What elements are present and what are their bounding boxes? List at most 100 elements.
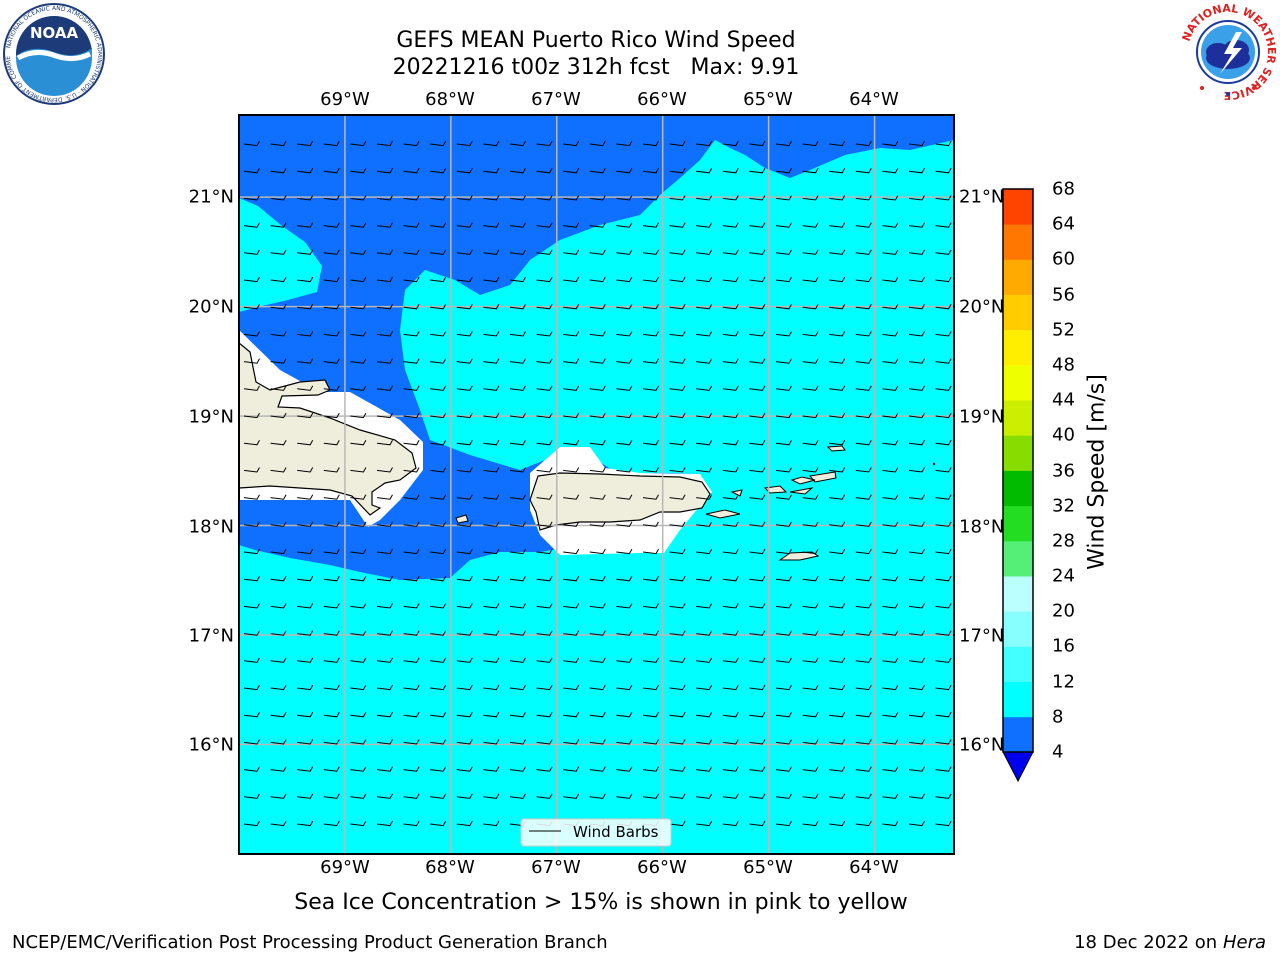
colorbar-tick-label: 4 [1052,741,1064,763]
colorbar [1002,188,1034,783]
latitude-label-left: 17°N [188,625,234,647]
wind-barb [669,793,686,799]
wind-barb [696,521,713,527]
wind-barb [749,820,766,827]
wind-barb [323,548,340,555]
wind-barb [855,140,872,147]
wind-barb [775,576,792,582]
wind-barb [696,494,713,500]
wind-barb [642,385,659,391]
wind-barb [642,766,659,772]
wind-barb [722,168,739,174]
wind-barb [323,440,340,446]
wind-barb [589,412,606,419]
wind-barb [270,331,287,337]
wind-barb [749,358,766,364]
wind-barb [297,576,314,582]
wind-barb [509,385,526,391]
wind-barb [509,766,526,772]
wind-barb [509,684,526,691]
wind-barb [829,739,846,745]
wind-barb [430,494,447,500]
wind-barb [802,576,819,582]
wind-barb [350,304,367,310]
wind-barb [350,657,367,663]
colorbar-tick-label: 24 [1052,565,1075,587]
wind-barb [297,331,314,337]
wind-barb [536,195,553,201]
wind-barb [722,684,739,691]
wind-barb [722,412,739,419]
wind-barb [509,657,526,663]
wind-barb [376,276,393,283]
wind-barb [616,576,633,582]
colorbar-tick-label: 20 [1052,600,1075,622]
wind-barb [722,304,739,310]
wind-barb [669,195,686,201]
wind-barb [669,766,686,772]
wind-barb [696,412,713,419]
wind-barb [935,440,952,446]
wind-barb [749,331,766,337]
wind-barb [908,766,925,772]
colorbar-band [1003,505,1033,542]
wind-barb [430,249,447,255]
wind-barb [403,168,420,174]
wind-barb [430,385,447,391]
wind-barb [802,168,819,174]
wind-barb [696,168,713,174]
wind-barb [642,576,659,582]
wind-barb [855,276,872,283]
wind-barb [403,331,420,337]
wind-barb [669,276,686,283]
wind-barb [775,712,792,718]
wind-barb [882,140,899,147]
wind-barb [802,820,819,827]
wind-barb [376,304,393,310]
wind-barb [536,222,553,228]
wind-barb [430,793,447,799]
wind-barb [855,820,872,827]
wind-barb [749,467,766,473]
wind-barb [270,358,287,364]
wind-barb [297,358,314,364]
wind-barb [536,385,553,391]
wind-barb [882,276,899,283]
wind-barb [829,249,846,255]
wind-barb [403,222,420,228]
wind-barb [696,657,713,663]
wind-barb [829,385,846,391]
longitude-label-bottom: 65°W [743,857,793,878]
wind-barb [616,276,633,283]
wind-barb [855,168,872,174]
wind-barb [563,576,580,582]
wind-barb [749,276,766,283]
latitude-label-left: 16°N [188,734,234,756]
wind-barb [642,521,659,527]
wind-barb [456,331,473,337]
wind-barb [775,249,792,255]
colorbar-band [1003,224,1033,260]
wind-barb [802,494,819,500]
wind-barb [855,249,872,255]
wind-barb [350,331,367,337]
wind-barb [589,467,606,473]
wind-barb [350,494,367,500]
wind-barb [563,793,580,799]
wind-barb [376,793,393,799]
wind-barb [563,521,580,527]
wind-barb [749,793,766,799]
wind-barb [589,630,606,636]
longitude-label-bottom: 69°W [320,857,370,878]
wind-barb [882,494,899,500]
wind-barb [403,684,420,691]
wind-barb [882,820,899,827]
wind-barb [589,385,606,391]
wind-barb [483,603,500,609]
wind-barb [376,358,393,364]
wind-barb [403,657,420,663]
wind-barb [243,358,260,364]
wind-barb [908,548,925,555]
wind-barb [935,576,952,582]
wind-barb [908,412,925,419]
